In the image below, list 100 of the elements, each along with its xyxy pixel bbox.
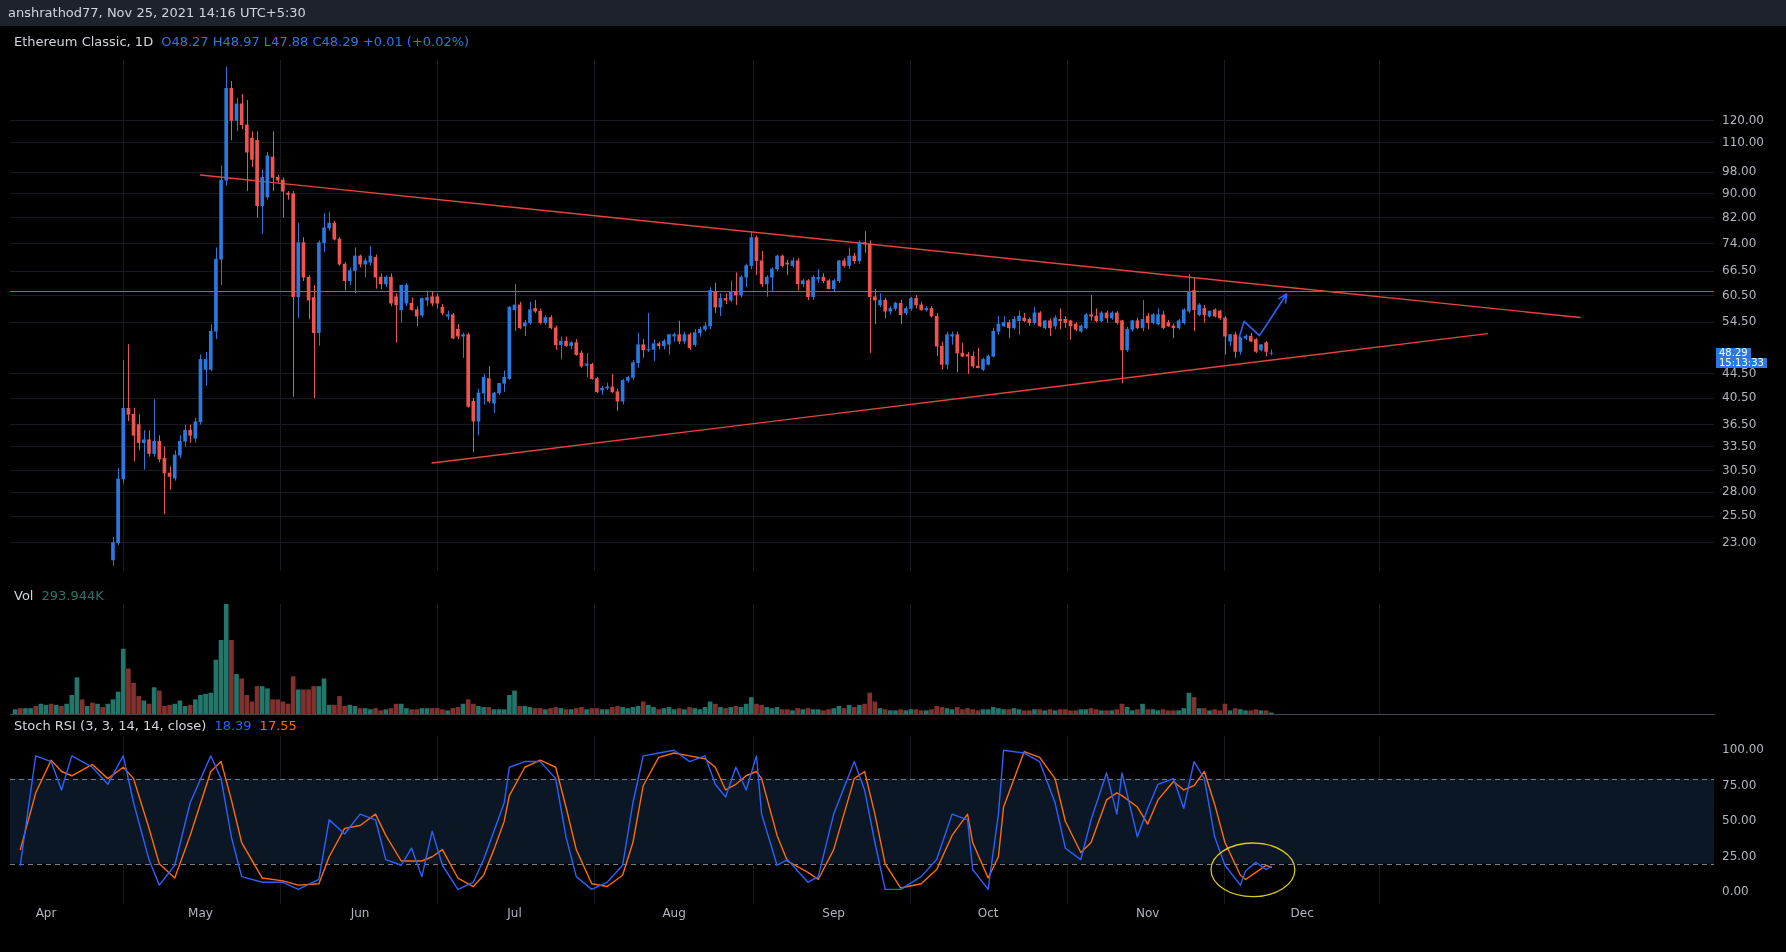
bar — [1042, 710, 1048, 714]
text: 17.55 — [259, 718, 297, 733]
bar — [1196, 708, 1202, 714]
text: 15:13:33 — [1716, 357, 1767, 369]
candlestick — [553, 324, 558, 351]
bar — [1155, 710, 1161, 714]
bar — [1078, 709, 1084, 714]
y-tick-label: 30.50 — [1722, 462, 1757, 477]
x-tick-label: Jun — [349, 905, 370, 920]
bar — [105, 703, 111, 714]
bar — [59, 705, 64, 714]
bar — [1037, 709, 1042, 714]
text: 48.29 — [1716, 347, 1751, 359]
candlestick — [806, 278, 810, 301]
x-tick-label: Jul — [506, 905, 522, 920]
bar — [1109, 710, 1115, 714]
candlestick — [172, 449, 177, 482]
bar — [1093, 709, 1099, 714]
bar — [563, 709, 569, 714]
candlestick — [939, 341, 944, 370]
candlestick — [492, 391, 496, 414]
bar — [95, 703, 100, 714]
candlestick — [332, 220, 337, 242]
bar — [470, 703, 476, 714]
bar — [1047, 709, 1053, 714]
bar — [543, 709, 548, 714]
bar — [882, 709, 888, 714]
bar — [924, 710, 929, 714]
bar — [172, 703, 178, 714]
bar — [640, 701, 646, 714]
y-tick-label: 74.00 — [1722, 236, 1757, 251]
bar — [1129, 710, 1135, 714]
bar — [728, 707, 734, 714]
bar — [949, 709, 955, 714]
bar — [1099, 710, 1104, 714]
bar — [589, 708, 595, 714]
candlestick — [327, 211, 332, 232]
bar — [676, 708, 682, 714]
y-tick-label: 60.50 — [1722, 287, 1757, 302]
candlestick — [641, 338, 646, 359]
candlestick — [677, 320, 682, 345]
text: 18.39 — [214, 718, 252, 733]
bar — [1258, 710, 1264, 714]
candlestick — [1006, 319, 1011, 339]
bar — [584, 709, 589, 714]
candlestick — [713, 282, 718, 314]
annotation: 293.944K — [41, 588, 104, 603]
candlestick — [1192, 276, 1196, 332]
bar — [903, 710, 909, 714]
bar — [17, 708, 23, 714]
y-tick-label: 50.00 — [1722, 813, 1757, 828]
bar — [815, 709, 821, 714]
bar — [723, 708, 728, 714]
bar — [1135, 709, 1140, 714]
candlestick — [734, 271, 738, 306]
candlestick — [142, 429, 146, 471]
candlestick — [157, 434, 162, 463]
bar — [1006, 709, 1012, 714]
bar — [568, 709, 574, 714]
bar — [120, 648, 126, 714]
candlestick — [559, 336, 563, 360]
bar — [790, 710, 795, 714]
x-tick-label: Dec — [1290, 905, 1314, 920]
bar — [831, 708, 837, 714]
y-tick-label: 66.50 — [1722, 263, 1757, 278]
bar — [33, 705, 39, 714]
bar — [48, 703, 54, 714]
candlestick — [965, 351, 970, 375]
chart-title: Vol — [14, 588, 34, 603]
chart-subtitle: O48.27 H48.97 L47.88 C48.29 +0.01 (+0.02%) — [161, 34, 470, 49]
bar — [800, 709, 806, 714]
y-tick-label: 25.50 — [1722, 508, 1757, 523]
bar — [1227, 710, 1233, 714]
x-tick-label: Aug — [662, 905, 686, 920]
bar — [383, 709, 389, 714]
bar — [851, 707, 857, 714]
y-tick-label: 82.00 — [1722, 209, 1757, 224]
bar — [347, 704, 353, 714]
bar — [1104, 710, 1109, 714]
candlestick — [651, 339, 656, 362]
candlestick — [955, 331, 960, 373]
y-tick-label: 110.00 — [1722, 134, 1764, 149]
bar — [445, 710, 450, 714]
x-tick-label: May — [188, 905, 213, 920]
y-tick-label: 25.00 — [1722, 848, 1757, 863]
y-tick-label: 90.00 — [1722, 186, 1757, 201]
bar — [54, 704, 59, 714]
y-tick-label: 44.50 — [1722, 366, 1757, 381]
candlestick — [281, 176, 285, 219]
bar — [1248, 710, 1254, 714]
chart-title: Ethereum Classic, 1D — [14, 34, 154, 49]
bar — [682, 709, 687, 714]
bar — [1140, 703, 1145, 714]
candlestick — [193, 417, 198, 444]
candlestick — [414, 305, 419, 327]
candlestick — [1233, 331, 1238, 359]
bar — [857, 704, 862, 714]
bar — [1150, 709, 1156, 714]
bar — [234, 674, 239, 714]
candlestick — [152, 398, 156, 458]
